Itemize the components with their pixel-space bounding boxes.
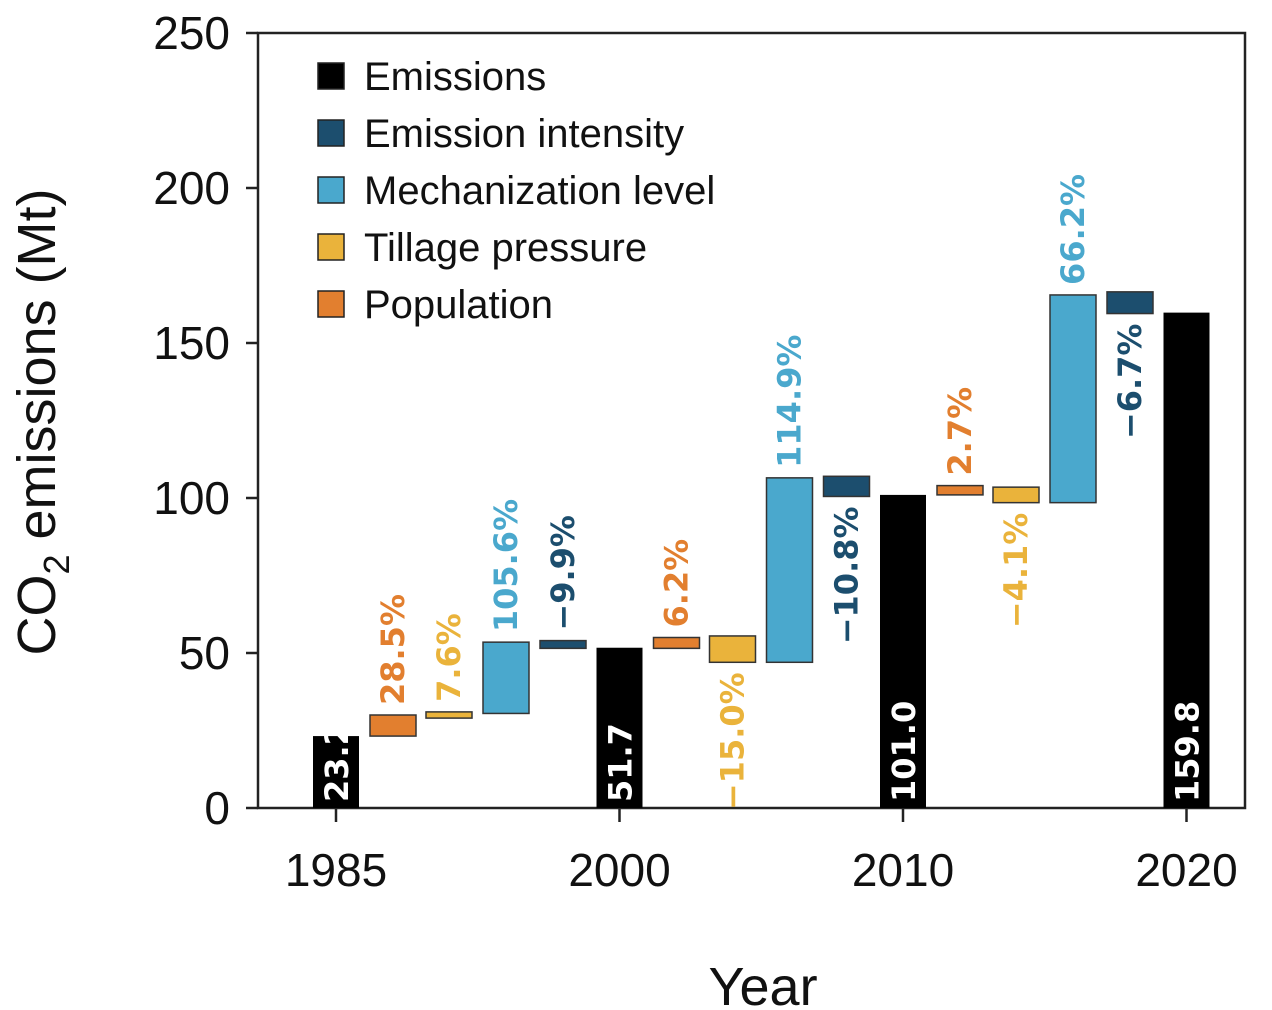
x-tick-label: 1985	[285, 844, 387, 896]
tillage-legend-label: Tillage pressure	[364, 226, 647, 270]
x-tick-label: 2010	[852, 844, 954, 896]
intensity-effect-bar	[822, 475, 871, 498]
intensity-pct-label: −10.8%	[828, 506, 866, 644]
mechanization-effect-bar	[482, 641, 530, 715]
y-tick-label: 100	[153, 472, 230, 524]
population-effect-bar	[936, 484, 984, 496]
population-legend-label: Population	[364, 283, 553, 327]
population-pct-label: 6.2%	[658, 539, 696, 628]
y-tick-label: 200	[153, 162, 230, 214]
intensity-legend-label: Emission intensity	[364, 112, 684, 156]
tillage-legend-swatch	[317, 233, 345, 261]
population-legend-swatch	[317, 290, 345, 318]
population-pct-label: 28.5%	[374, 594, 412, 705]
mechanization-effect-bar	[1049, 294, 1097, 504]
emissions-value-label: 51.7	[602, 723, 640, 802]
intensity-pct-label: −6.7%	[1111, 324, 1149, 440]
y-tick-label: 50	[179, 627, 230, 679]
intensity-legend-swatch	[317, 119, 345, 147]
legend: Emissions Emission intensity Mechanization…	[317, 55, 715, 327]
x-tick-label: 2000	[568, 844, 670, 896]
y-axis-title: CO2 emissions (Mt)	[7, 188, 77, 655]
population-effect-bar	[369, 714, 417, 737]
mechanization-pct-label: 105.6%	[487, 499, 525, 632]
mechanization-legend-label: Mechanization level	[364, 169, 715, 213]
emissions-bar	[313, 736, 359, 808]
tillage-effect-bar	[708, 635, 757, 664]
emissions-value-label: 23.2	[318, 723, 356, 802]
tillage-effect-bar	[425, 711, 473, 719]
mechanization-pct-label: 66.2%	[1054, 174, 1092, 285]
plot-frame	[256, 31, 1247, 810]
x-axis-title: Year	[708, 957, 817, 1010]
tillage-pct-label: −4.1%	[997, 513, 1035, 629]
y-tick-label: 150	[153, 317, 230, 369]
emissions-legend-swatch	[317, 62, 345, 90]
emissions-legend-label: Emissions	[364, 55, 546, 99]
population-pct-label: 2.7%	[941, 387, 979, 476]
tillage-effect-bar	[992, 486, 1040, 504]
mechanization-effect-bar	[765, 477, 814, 664]
mechanization-legend-swatch	[317, 176, 345, 204]
mechanization-pct-label: 114.9%	[771, 335, 809, 468]
intensity-pct-label: −9.9%	[544, 515, 582, 631]
y-tick-label: 250	[153, 7, 230, 59]
emissions-bar	[596, 647, 643, 808]
tillage-pct-label: −15.0%	[714, 672, 752, 810]
emissions-value-label: 101.0	[885, 701, 923, 802]
labels-layer: 23.2 28.5% 7.6% 105.6% −9.9% 51.7 6.2% −15.0% 11…	[318, 174, 1207, 810]
tillage-pct-label: 7.6%	[430, 613, 468, 702]
intensity-effect-bar	[539, 639, 587, 650]
y-tick-label: 0	[204, 782, 230, 834]
x-tick-label: 2020	[1135, 844, 1237, 896]
population-effect-bar	[652, 636, 701, 650]
axes-layer: 0 50 100 150 200 250 1985 2000 2010 2020	[153, 7, 1247, 896]
intensity-effect-bar	[1106, 291, 1154, 315]
emissions-bar	[880, 494, 926, 808]
bars-layer	[313, 291, 1210, 808]
emissions-value-label: 159.8	[1169, 701, 1207, 802]
emissions-bar	[1163, 312, 1210, 808]
